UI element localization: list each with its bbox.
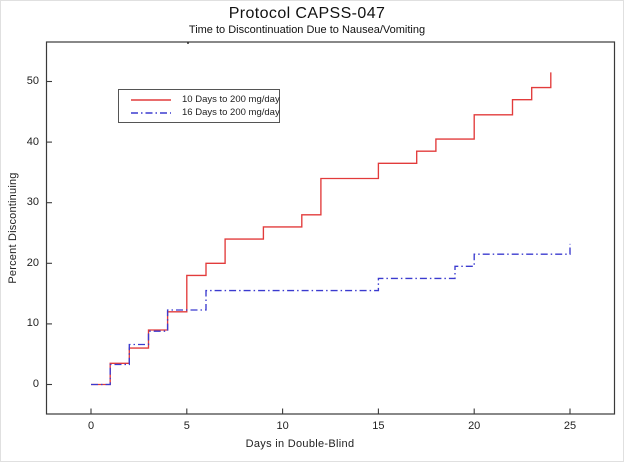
legend-line-solid-icon — [131, 98, 171, 101]
legend-item-16-days: 16 Days to 200 mg/day — [129, 107, 280, 119]
plot-frame — [45, 41, 616, 415]
x-tick-label: 10 — [276, 420, 289, 432]
y-tick-label: 10 — [26, 317, 39, 330]
y-tick-label: 50 — [26, 75, 39, 87]
legend-label: 16 Days to 200 mg/day — [182, 107, 280, 118]
y-tick-label: 30 — [26, 196, 39, 209]
x-tick-label: 5 — [183, 420, 190, 432]
x-tick-label: 20 — [468, 420, 481, 432]
legend-line-dashdot-icon — [131, 111, 171, 114]
y-tick-label: 0 — [32, 378, 39, 390]
series-16-days-curve — [91, 243, 571, 386]
y-axis-title: Percent Discontinuing — [7, 172, 19, 284]
legend-label: 10 Days to 200 mg/day — [182, 94, 280, 105]
x-axis-title: Days in Double-Blind — [245, 438, 355, 450]
legend-item-10-days: 10 Days to 200 mg/day — [129, 94, 280, 106]
y-tick-label: 20 — [26, 256, 39, 269]
x-tick-label: 0 — [87, 420, 95, 432]
stray-mark — [187, 42, 189, 44]
chart-title: Protocol CAPSS-047 — [228, 5, 386, 22]
legend-box: 10 Days to 200 mg/day 16 Days to 200 mg/… — [118, 89, 280, 123]
chart-subtitle: Time to Discontinuation Due to Nausea/Vo… — [188, 24, 426, 36]
x-tick-label: 15 — [372, 420, 385, 432]
x-tick-label: 25 — [563, 420, 577, 432]
y-tick-label: 40 — [26, 135, 39, 148]
